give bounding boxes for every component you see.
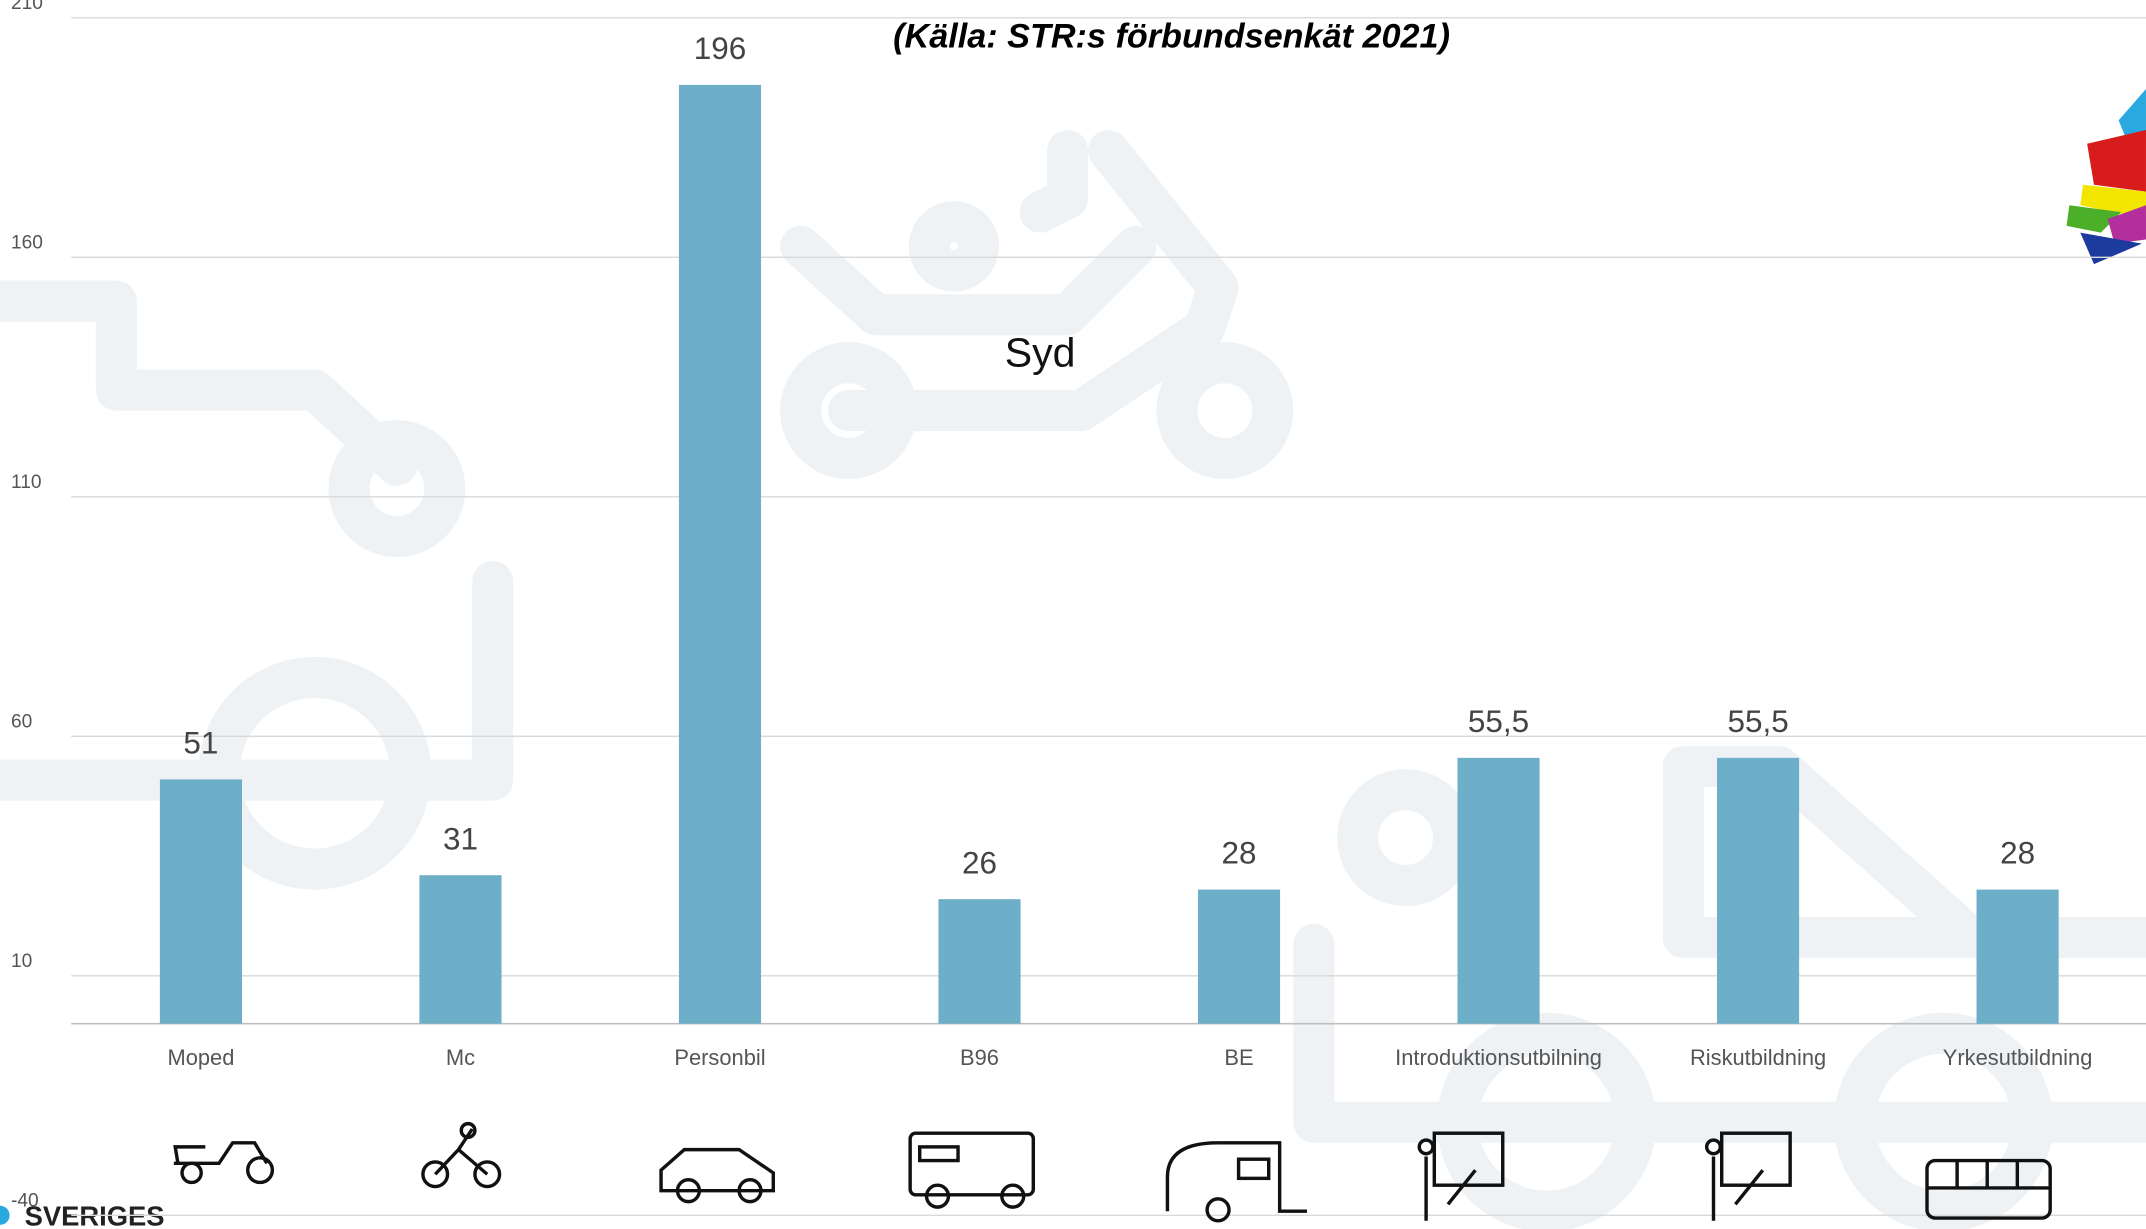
value-label: 196 (694, 31, 747, 66)
x-tick-label: Yrkesutbildning (1943, 1045, 2093, 1070)
bar (678, 84, 762, 1024)
bar (938, 899, 1021, 1024)
bar (1457, 757, 1540, 1024)
value-label: 55,5 (1727, 704, 1788, 739)
value-label: 51 (183, 726, 218, 761)
x-tick-label: Introduktionsutbilning (1395, 1045, 1602, 1070)
brand-logo (0, 1205, 10, 1225)
value-label: 28 (2000, 836, 2035, 871)
x-tick-label: B96 (960, 1045, 999, 1070)
value-label: 26 (962, 845, 997, 880)
chart-subtitle: (Källa: STR:s förbundsenkät 2021) (893, 17, 1450, 55)
x-tick-label: BE (1224, 1045, 1253, 1070)
value-label: 31 (443, 821, 478, 856)
category-icons (173, 1121, 2052, 1223)
annotation: Syd (1005, 330, 1076, 376)
y-tick-label: 10 (11, 951, 32, 972)
y-tick-label: 110 (11, 472, 42, 493)
x-tick-label: Riskutbildning (1690, 1045, 1826, 1070)
value-label: 28 (1222, 836, 1257, 871)
bar (1976, 889, 2059, 1024)
y-tick-label: 160 (11, 233, 43, 254)
y-tick-label: 60 (11, 712, 32, 733)
y-tick-label: 210 (11, 0, 43, 14)
x-tick-label: Moped (168, 1045, 235, 1070)
bar (159, 779, 243, 1024)
region-map (2066, 88, 2146, 265)
x-tick-label: Personbil (674, 1045, 765, 1070)
bar (419, 875, 502, 1024)
value-label: 55,5 (1468, 704, 1529, 739)
bar (1717, 757, 1800, 1024)
x-tick-label: Mc (446, 1045, 475, 1070)
bar (1197, 889, 1281, 1024)
y-tick-label: -40 (11, 1191, 39, 1212)
